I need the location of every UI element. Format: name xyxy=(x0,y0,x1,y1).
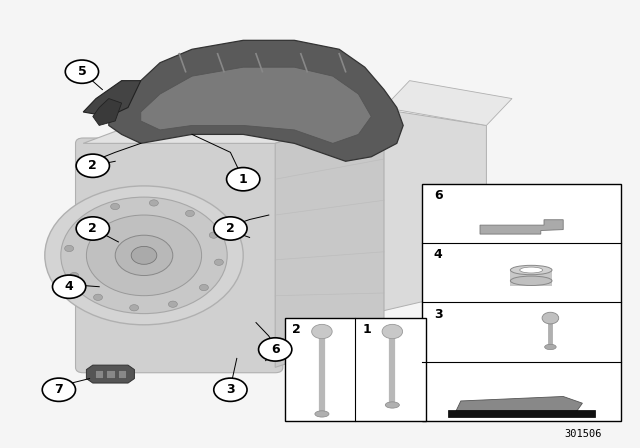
Circle shape xyxy=(61,197,227,314)
Circle shape xyxy=(79,220,88,226)
Text: 301506: 301506 xyxy=(564,429,602,439)
Text: 4: 4 xyxy=(65,280,74,293)
Circle shape xyxy=(65,60,99,83)
Polygon shape xyxy=(141,67,371,143)
Text: 6: 6 xyxy=(434,189,442,202)
Circle shape xyxy=(111,203,120,210)
Text: 3: 3 xyxy=(434,308,442,321)
Polygon shape xyxy=(83,108,384,143)
Circle shape xyxy=(227,168,260,191)
Circle shape xyxy=(130,305,139,311)
Polygon shape xyxy=(83,81,141,116)
Ellipse shape xyxy=(520,267,543,273)
Text: 2: 2 xyxy=(292,323,301,336)
Ellipse shape xyxy=(511,265,552,275)
Circle shape xyxy=(93,294,102,301)
Circle shape xyxy=(52,275,86,298)
Text: 5: 5 xyxy=(77,65,86,78)
Circle shape xyxy=(42,378,76,401)
Polygon shape xyxy=(454,396,582,414)
Text: 2: 2 xyxy=(226,222,235,235)
Polygon shape xyxy=(86,365,134,383)
Text: 1: 1 xyxy=(239,172,248,186)
Text: 3: 3 xyxy=(226,383,235,396)
Bar xyxy=(118,370,126,378)
Text: 6: 6 xyxy=(271,343,280,356)
Circle shape xyxy=(186,210,195,216)
Bar xyxy=(95,370,103,378)
Circle shape xyxy=(259,338,292,361)
Circle shape xyxy=(209,232,218,238)
Circle shape xyxy=(312,324,332,339)
Circle shape xyxy=(168,301,177,307)
Bar xyxy=(285,318,426,421)
Polygon shape xyxy=(480,220,563,234)
Bar xyxy=(422,184,621,421)
Text: 2: 2 xyxy=(88,159,97,172)
Circle shape xyxy=(70,272,79,279)
Bar xyxy=(511,270,552,286)
Ellipse shape xyxy=(385,402,399,408)
Circle shape xyxy=(214,378,247,401)
Circle shape xyxy=(76,154,109,177)
Text: 2: 2 xyxy=(88,222,97,235)
Ellipse shape xyxy=(545,344,556,349)
Text: 4: 4 xyxy=(434,248,443,262)
Circle shape xyxy=(214,259,223,265)
Ellipse shape xyxy=(511,276,552,285)
Text: 1: 1 xyxy=(363,323,372,336)
Circle shape xyxy=(214,217,247,240)
Circle shape xyxy=(86,215,202,296)
Bar xyxy=(448,410,595,417)
Circle shape xyxy=(149,200,158,206)
Polygon shape xyxy=(275,108,384,367)
Ellipse shape xyxy=(315,411,329,417)
Circle shape xyxy=(382,324,403,339)
Circle shape xyxy=(115,235,173,276)
Circle shape xyxy=(76,217,109,240)
Circle shape xyxy=(45,186,243,325)
Circle shape xyxy=(200,284,209,291)
Polygon shape xyxy=(93,99,122,125)
Circle shape xyxy=(131,246,157,264)
Circle shape xyxy=(65,246,74,252)
Polygon shape xyxy=(384,81,512,125)
Polygon shape xyxy=(109,40,403,161)
Circle shape xyxy=(542,312,559,324)
Text: 7: 7 xyxy=(54,383,63,396)
FancyBboxPatch shape xyxy=(76,138,283,373)
Bar xyxy=(106,370,115,378)
Polygon shape xyxy=(371,108,486,314)
